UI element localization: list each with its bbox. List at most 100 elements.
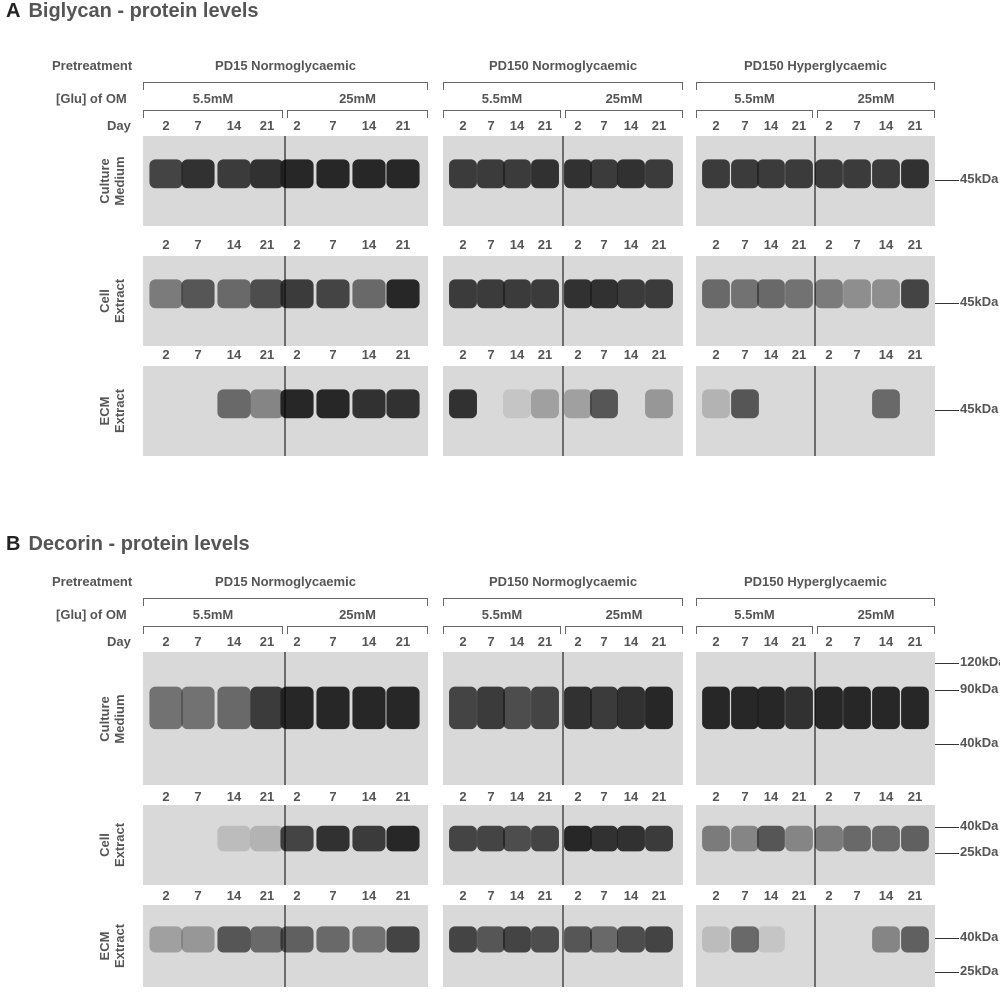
marker-tick — [935, 853, 959, 854]
protein-band — [217, 926, 251, 953]
protein-band — [280, 926, 314, 953]
day-number: 2 — [712, 789, 720, 804]
blot-row-label-line: Extract — [112, 278, 127, 324]
group-bracket — [443, 82, 683, 90]
blot-row-label-line: Culture — [97, 695, 112, 742]
day-number: 14 — [509, 347, 525, 362]
protein-band — [217, 389, 251, 419]
protein-band — [901, 159, 929, 189]
blot-image-culture-medium — [696, 136, 935, 226]
day-number: 14 — [623, 789, 639, 804]
day-number: 2 — [162, 888, 170, 903]
blot-row-label-line: Cell — [97, 289, 112, 313]
molecular-weight-marker: 40kDa — [960, 735, 999, 750]
day-number: 21 — [791, 789, 807, 804]
day-number: 7 — [194, 118, 202, 133]
day-number: 21 — [651, 634, 667, 649]
marker-tick — [935, 690, 959, 691]
molecular-weight-marker: 90kDa — [960, 681, 999, 696]
protein-band — [564, 686, 592, 730]
concentration-bracket — [696, 110, 813, 118]
protein-band — [449, 159, 477, 189]
protein-band — [217, 279, 251, 309]
day-number: 21 — [395, 237, 411, 252]
day-number: 7 — [853, 634, 861, 649]
protein-band — [645, 279, 673, 309]
protein-band — [731, 159, 759, 189]
protein-band — [590, 686, 618, 730]
blot-row-label: Culture Medium — [97, 679, 127, 759]
day-number: 7 — [329, 237, 337, 252]
blot-row-label-line: Extract — [112, 822, 127, 868]
protein-band — [590, 389, 618, 419]
protein-band — [316, 686, 350, 730]
day-number: 14 — [623, 634, 639, 649]
blot-image-ecm-extract — [143, 905, 428, 987]
blot-image-cell-extract — [143, 805, 428, 885]
protein-band — [843, 159, 871, 189]
concentration-bracket — [817, 626, 935, 634]
day-number: 7 — [600, 237, 608, 252]
day-number: 7 — [853, 118, 861, 133]
day-number: 21 — [259, 118, 275, 133]
marker-tick — [935, 180, 959, 181]
protein-band — [564, 389, 592, 419]
protein-band — [181, 279, 215, 309]
day-number: 2 — [825, 789, 833, 804]
protein-band — [181, 159, 215, 189]
protein-band — [250, 159, 284, 189]
protein-band — [316, 159, 350, 189]
day-number: 7 — [600, 888, 608, 903]
protein-band — [785, 825, 813, 852]
day-number: 2 — [459, 634, 467, 649]
concentration-label: 25mM — [605, 607, 643, 622]
day-number: 7 — [487, 634, 495, 649]
protein-band — [645, 159, 673, 189]
day-number: 7 — [487, 118, 495, 133]
pretreatment-group-title: PD150 Hyperglycaemic — [743, 574, 888, 589]
blot-row-label-line: Extract — [112, 923, 127, 969]
protein-band — [531, 926, 559, 953]
day-number: 2 — [712, 118, 720, 133]
day-number: 14 — [878, 347, 894, 362]
protein-band — [731, 686, 759, 730]
day-number: 7 — [600, 789, 608, 804]
protein-band — [250, 279, 284, 309]
concentration-label: 5.5mM — [734, 91, 775, 106]
blot-image-cell-extract — [143, 256, 428, 346]
protein-band — [815, 686, 843, 730]
protein-band — [181, 686, 215, 730]
day-number: 21 — [791, 347, 807, 362]
protein-band — [449, 926, 477, 953]
protein-band — [149, 686, 183, 730]
protein-band — [702, 825, 730, 852]
day-number: 7 — [600, 634, 608, 649]
protein-band — [731, 825, 759, 852]
blot-image-cell-extract — [696, 805, 935, 885]
day-number: 7 — [600, 118, 608, 133]
blot-image-ecm-extract — [696, 366, 935, 456]
protein-band — [617, 159, 645, 189]
protein-band — [785, 279, 813, 309]
day-number: 2 — [162, 118, 170, 133]
concentration-label: 5.5mM — [734, 607, 775, 622]
day-number: 7 — [194, 888, 202, 903]
protein-band — [702, 926, 730, 953]
protein-band — [250, 389, 284, 419]
day-number: 21 — [907, 118, 923, 133]
protein-band — [564, 159, 592, 189]
day-number: 14 — [509, 237, 525, 252]
day-number: 2 — [459, 347, 467, 362]
day-number: 21 — [259, 789, 275, 804]
protein-band — [250, 926, 284, 953]
day-number: 2 — [459, 888, 467, 903]
protein-band — [531, 825, 559, 852]
day-number: 2 — [712, 634, 720, 649]
concentration-label: 5.5mM — [192, 91, 234, 106]
protein-band — [477, 159, 505, 189]
day-number: 21 — [651, 237, 667, 252]
protein-band — [617, 825, 645, 852]
protein-band — [449, 389, 477, 419]
protein-band — [477, 825, 505, 852]
day-number: 14 — [763, 237, 779, 252]
